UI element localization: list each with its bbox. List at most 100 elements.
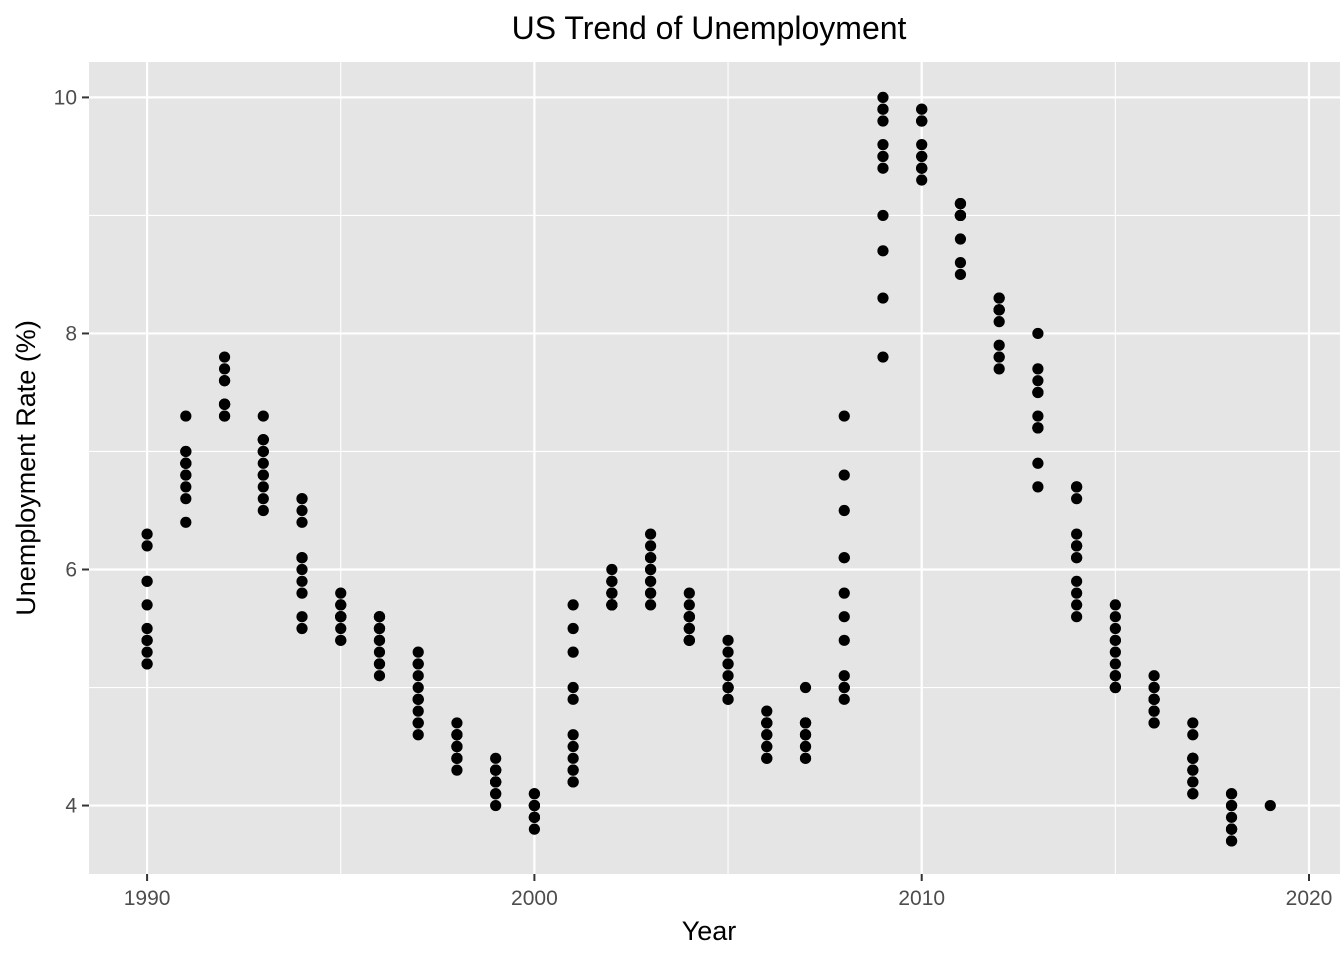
data-point — [877, 150, 889, 163]
data-point — [1109, 622, 1121, 635]
y-axis-title: Unemployment Rate (%) — [11, 320, 41, 616]
data-point — [1187, 729, 1199, 741]
plot-panel — [89, 62, 1340, 874]
data-point — [296, 516, 308, 528]
data-point — [257, 504, 269, 517]
data-point — [567, 693, 579, 705]
data-point — [1109, 634, 1121, 646]
data-point — [296, 563, 308, 576]
data-point — [1032, 457, 1044, 469]
data-point — [1109, 611, 1121, 623]
data-point — [451, 764, 463, 776]
data-point — [141, 599, 153, 611]
data-point — [877, 162, 889, 174]
data-point — [1071, 587, 1083, 599]
data-point — [1225, 811, 1238, 823]
data-point — [1225, 799, 1238, 812]
data-point — [954, 233, 967, 245]
data-point — [644, 540, 657, 552]
x-tick-label: 2000 — [511, 887, 558, 910]
data-point — [1032, 327, 1044, 340]
data-point — [567, 740, 579, 753]
data-point — [1109, 599, 1121, 611]
data-point — [722, 634, 734, 646]
data-point — [490, 752, 502, 764]
data-point — [606, 575, 618, 587]
data-point — [916, 103, 928, 115]
data-point — [567, 764, 579, 776]
data-point — [567, 776, 579, 788]
data-point — [490, 764, 502, 776]
data-point — [838, 681, 850, 694]
data-point — [567, 729, 579, 741]
data-point — [722, 681, 734, 694]
data-point — [180, 516, 192, 528]
x-axis: 1990 2000 2010 2020 — [124, 874, 1332, 910]
data-point — [180, 410, 192, 422]
data-point — [567, 599, 579, 611]
data-point — [218, 398, 231, 410]
data-point — [761, 729, 773, 741]
y-tick-label: 8 — [65, 322, 77, 345]
data-point — [373, 611, 386, 623]
data-point — [1032, 386, 1044, 399]
data-point — [993, 304, 1005, 316]
data-point — [838, 611, 850, 623]
data-point — [1148, 717, 1160, 729]
data-point — [296, 622, 308, 635]
data-point — [490, 799, 502, 812]
data-point — [761, 752, 773, 764]
data-point — [644, 599, 657, 611]
data-point — [1032, 375, 1044, 387]
data-point — [412, 681, 424, 694]
data-point — [877, 115, 889, 127]
data-point — [799, 752, 812, 764]
data-point — [412, 693, 424, 705]
data-point — [412, 670, 424, 682]
data-point — [451, 729, 463, 741]
data-point — [877, 139, 889, 151]
minor-gridlines — [89, 62, 1340, 874]
data-point — [1071, 552, 1083, 564]
data-point — [1187, 752, 1199, 764]
data-point — [296, 493, 308, 505]
data-point — [1071, 611, 1083, 623]
data-point — [335, 634, 347, 646]
data-point — [954, 257, 967, 269]
data-point — [1071, 575, 1083, 587]
data-point — [141, 540, 153, 552]
data-point — [373, 634, 386, 646]
data-point — [335, 611, 347, 623]
data-point — [722, 670, 734, 682]
data-point — [141, 528, 153, 540]
data-point — [916, 150, 928, 163]
data-point — [373, 670, 386, 682]
data-point — [567, 752, 579, 764]
data-points — [141, 91, 1276, 847]
y-tick-label: 10 — [54, 86, 77, 109]
data-point — [644, 552, 657, 564]
data-point — [761, 705, 773, 717]
data-point — [412, 705, 424, 717]
data-point — [799, 681, 812, 694]
data-point — [838, 504, 850, 517]
data-point — [180, 445, 192, 458]
data-point — [490, 776, 502, 788]
data-point — [916, 174, 928, 186]
data-point — [993, 292, 1005, 304]
data-point — [451, 752, 463, 764]
data-point — [335, 622, 347, 635]
data-point — [1148, 670, 1160, 682]
data-point — [257, 445, 269, 458]
data-point — [373, 658, 386, 670]
data-point — [1071, 493, 1083, 505]
data-point — [644, 575, 657, 587]
data-point — [799, 729, 812, 741]
data-point — [1071, 528, 1083, 540]
data-point — [877, 245, 889, 257]
data-point — [1187, 776, 1199, 788]
data-point — [296, 552, 308, 564]
data-point — [838, 410, 850, 422]
data-point — [296, 575, 308, 587]
data-point — [373, 646, 386, 658]
